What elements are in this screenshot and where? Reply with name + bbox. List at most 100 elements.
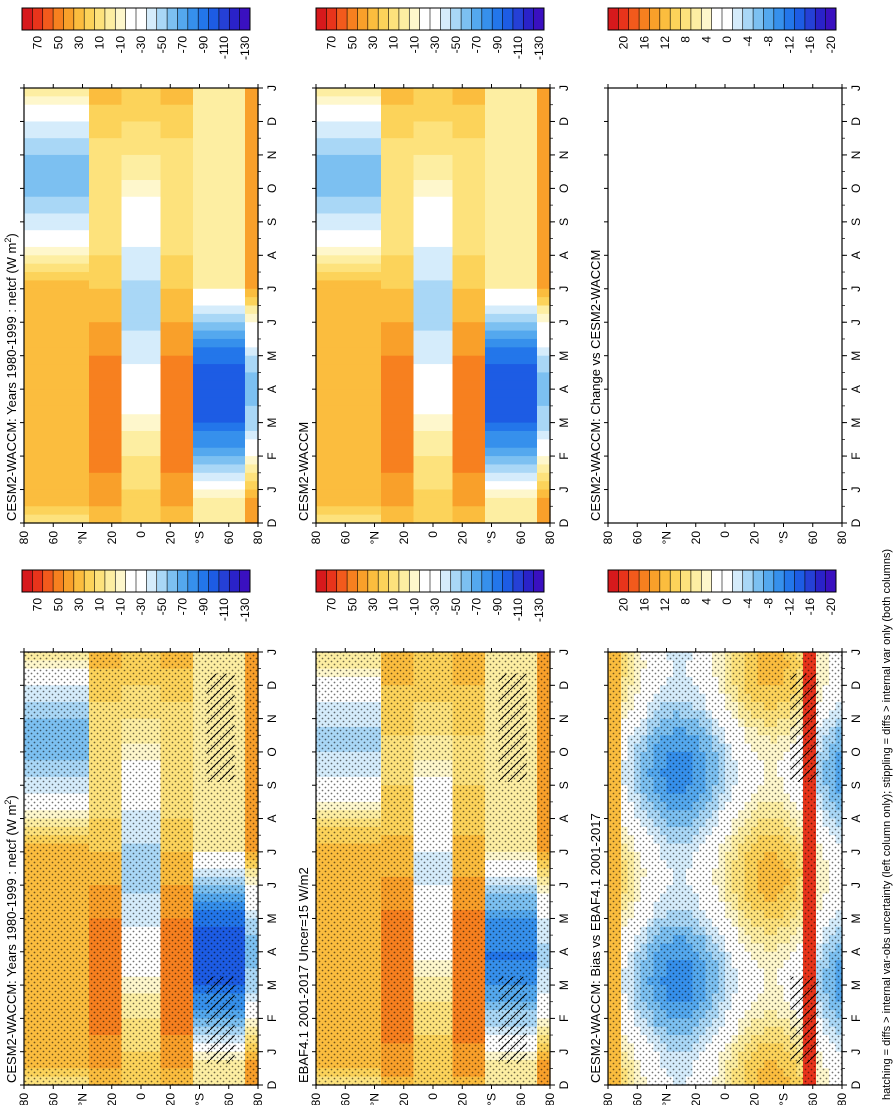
colorbar-label: -70	[176, 598, 190, 616]
lat-label: °N	[76, 1093, 90, 1105]
month-label: D	[265, 1080, 279, 1089]
colorbar-swatch	[430, 570, 441, 592]
month-label: F	[265, 1015, 279, 1022]
lat-label: 20	[163, 1093, 177, 1105]
colorbar-label: -130	[532, 598, 546, 622]
colorbar-swatch	[523, 570, 534, 592]
colorbar-label: -30	[134, 598, 148, 616]
month-label: F	[557, 1015, 571, 1022]
lat-label: 60	[46, 1093, 60, 1105]
colorbar-swatch	[420, 570, 431, 592]
colorbar-label: -90	[490, 598, 504, 616]
lat-label: 60	[338, 1093, 352, 1105]
month-label: M	[557, 913, 571, 923]
lat-label: 80	[251, 1093, 265, 1105]
colorbar-swatch	[534, 570, 545, 592]
month-label: S	[265, 781, 279, 789]
colorbar-swatch	[513, 570, 524, 592]
colorbar-label: 30	[72, 598, 86, 612]
month-label: M	[557, 980, 571, 990]
lat-label: 60	[222, 1093, 236, 1105]
lat-label: 20	[105, 1093, 119, 1105]
colorbar-swatch	[136, 570, 147, 592]
colorbar-swatch	[378, 570, 389, 592]
colorbar-swatch	[209, 570, 220, 592]
month-label: A	[265, 815, 279, 823]
colorbar-label: -110	[217, 598, 231, 621]
colorbar-label: -30	[428, 598, 442, 616]
colorbar-swatch	[316, 570, 327, 592]
hatch-overlay	[499, 977, 527, 1064]
colorbar-label: 50	[51, 598, 65, 612]
colorbar-swatch	[368, 570, 379, 592]
month-label: J	[265, 882, 279, 888]
hatch-overlay	[207, 674, 235, 782]
colorbar-swatch	[229, 570, 240, 592]
colorbar-swatch	[95, 570, 106, 592]
month-label: D	[557, 1080, 571, 1089]
month-label: M	[265, 980, 279, 990]
colorbar-label: -50	[449, 598, 463, 616]
colorbar-swatch	[440, 570, 451, 592]
colorbar-swatch	[492, 570, 503, 592]
month-label: A	[557, 815, 571, 823]
lat-label: °N	[368, 1093, 382, 1105]
month-label: D	[557, 681, 571, 690]
month-label: O	[265, 747, 279, 756]
month-label: J	[265, 849, 279, 855]
colorbar-swatch	[43, 570, 54, 592]
colorbar-swatch	[409, 570, 420, 592]
colorbar-swatch	[326, 570, 337, 592]
lat-label: 80	[309, 1093, 323, 1105]
month-label: S	[557, 781, 571, 789]
lat-label: 80	[543, 1093, 557, 1105]
month-label: A	[265, 948, 279, 956]
lat-label: 60	[514, 1093, 528, 1105]
colorbar-label: 30	[366, 598, 380, 612]
colorbar-swatch	[219, 570, 230, 592]
lat-label: 20	[397, 1093, 411, 1105]
month-label: N	[557, 714, 571, 723]
colorbar-swatch	[115, 570, 126, 592]
colorbar-label: -90	[196, 598, 210, 616]
hatch-overlay	[207, 977, 235, 1064]
colorbar-swatch	[399, 570, 410, 592]
month-label: D	[265, 681, 279, 690]
colorbar-swatch	[74, 570, 85, 592]
colorbar-label: 10	[387, 598, 401, 612]
colorbar-swatch	[503, 570, 514, 592]
colorbar-swatch	[22, 570, 33, 592]
colorbar-swatch	[126, 570, 137, 592]
colorbar-label: -10	[113, 598, 127, 616]
colorbar-swatch	[471, 570, 482, 592]
colorbar-swatch	[32, 570, 43, 592]
month-label: J	[557, 882, 571, 888]
colorbar-label: 70	[31, 598, 45, 612]
colorbar-swatch	[347, 570, 358, 592]
colorbar-label: -70	[470, 598, 484, 616]
month-label: O	[557, 747, 571, 756]
month-label: M	[265, 913, 279, 923]
colorbar-label: 50	[345, 598, 359, 612]
month-label: A	[557, 948, 571, 956]
lat-label: 20	[455, 1093, 469, 1105]
lat-label: 0	[134, 1093, 148, 1100]
colorbar-swatch	[389, 570, 400, 592]
month-label: J	[265, 1049, 279, 1055]
colorbar-swatch	[53, 570, 64, 592]
colorbar-swatch	[357, 570, 368, 592]
colorbar-swatch	[146, 570, 157, 592]
colorbar-swatch	[461, 570, 472, 592]
colorbar-swatch	[105, 570, 116, 592]
colorbar-swatch	[63, 570, 74, 592]
lat-label: 80	[17, 1093, 31, 1105]
month-label: N	[265, 714, 279, 723]
month-label: J	[557, 649, 571, 655]
colorbar-swatch	[482, 570, 493, 592]
lat-label: °S	[485, 1093, 499, 1105]
